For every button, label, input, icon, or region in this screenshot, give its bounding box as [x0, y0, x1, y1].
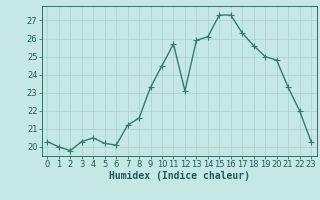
X-axis label: Humidex (Indice chaleur): Humidex (Indice chaleur)	[109, 171, 250, 181]
